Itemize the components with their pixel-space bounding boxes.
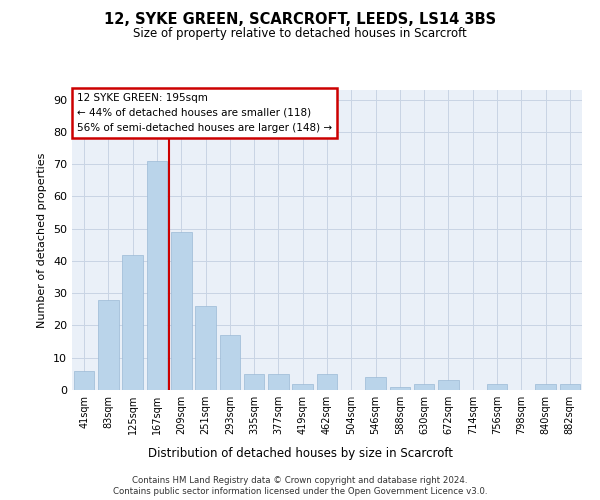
Bar [195,306,216,390]
Bar [122,254,143,390]
Text: Distribution of detached houses by size in Scarcroft: Distribution of detached houses by size … [148,448,452,460]
Bar [98,300,119,390]
Bar [317,374,337,390]
Bar [146,161,167,390]
Bar [220,335,240,390]
Bar [389,387,410,390]
Text: 12, SYKE GREEN, SCARCROFT, LEEDS, LS14 3BS: 12, SYKE GREEN, SCARCROFT, LEEDS, LS14 3… [104,12,496,28]
Bar [244,374,265,390]
Text: Contains public sector information licensed under the Open Government Licence v3: Contains public sector information licen… [113,487,487,496]
Text: Contains HM Land Registry data © Crown copyright and database right 2024.: Contains HM Land Registry data © Crown c… [132,476,468,485]
Y-axis label: Number of detached properties: Number of detached properties [37,152,47,328]
Bar [438,380,459,390]
Bar [487,384,508,390]
Bar [560,384,580,390]
Bar [535,384,556,390]
Bar [171,232,191,390]
Bar [268,374,289,390]
Bar [74,370,94,390]
Text: 12 SYKE GREEN: 195sqm
← 44% of detached houses are smaller (118)
56% of semi-det: 12 SYKE GREEN: 195sqm ← 44% of detached … [77,93,332,132]
Bar [292,384,313,390]
Bar [414,384,434,390]
Text: Size of property relative to detached houses in Scarcroft: Size of property relative to detached ho… [133,28,467,40]
Bar [365,377,386,390]
